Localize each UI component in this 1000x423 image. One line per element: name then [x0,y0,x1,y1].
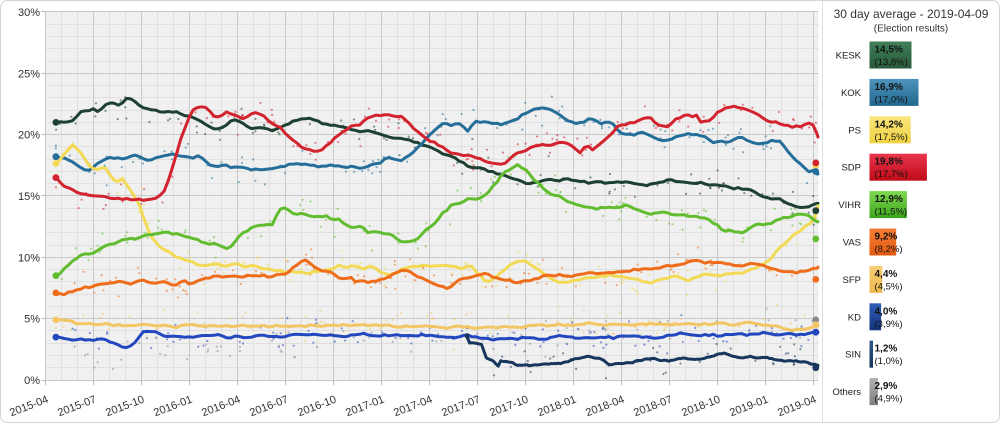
svg-text:PS: PS [848,125,861,136]
svg-text:KOK: KOK [841,88,862,99]
svg-text:1,2%: 1,2% [875,344,898,355]
svg-text:10%: 10% [18,252,40,264]
svg-text:14,2%: 14,2% [875,119,903,130]
svg-text:25%: 25% [18,68,40,80]
svg-text:KD: KD [848,312,861,323]
svg-text:VIHR: VIHR [838,200,861,211]
svg-text:(4,9%): (4,9%) [875,394,903,405]
svg-text:5%: 5% [24,314,40,326]
svg-text:12,9%: 12,9% [875,194,903,205]
svg-text:0%: 0% [24,375,40,387]
svg-text:2,9%: 2,9% [875,381,898,392]
svg-text:15%: 15% [18,191,40,203]
svg-text:(3,9%): (3,9%) [875,319,903,330]
svg-text:(11,5%): (11,5%) [875,207,908,218]
svg-text:4,4%: 4,4% [875,269,898,280]
svg-text:(17,0%): (17,0%) [875,94,908,105]
svg-text:30 day average - 2019-04-09: 30 day average - 2019-04-09 [834,7,989,21]
svg-text:(17,7%): (17,7%) [875,169,908,180]
svg-text:SDP: SDP [841,163,861,174]
svg-text:(17,5%): (17,5%) [875,132,908,143]
svg-text:4,0%: 4,0% [875,306,898,317]
svg-text:(13,8%): (13,8%) [875,57,908,68]
svg-text:SIN: SIN [845,350,861,361]
svg-text:VAS: VAS [843,238,861,249]
svg-text:(Election results): (Election results) [874,24,948,35]
svg-text:(1,0%): (1,0%) [875,356,903,367]
svg-text:SFP: SFP [843,275,861,286]
svg-text:30%: 30% [18,7,40,19]
svg-text:20%: 20% [18,130,40,142]
svg-text:Others: Others [832,387,861,398]
svg-text:14,5%: 14,5% [875,45,903,56]
svg-text:KESK: KESK [836,51,862,62]
svg-text:(8,2%): (8,2%) [875,244,903,255]
svg-text:19,8%: 19,8% [875,157,903,168]
svg-text:9,2%: 9,2% [875,232,898,243]
svg-text:16,9%: 16,9% [875,82,903,93]
svg-text:(4,5%): (4,5%) [875,281,903,292]
